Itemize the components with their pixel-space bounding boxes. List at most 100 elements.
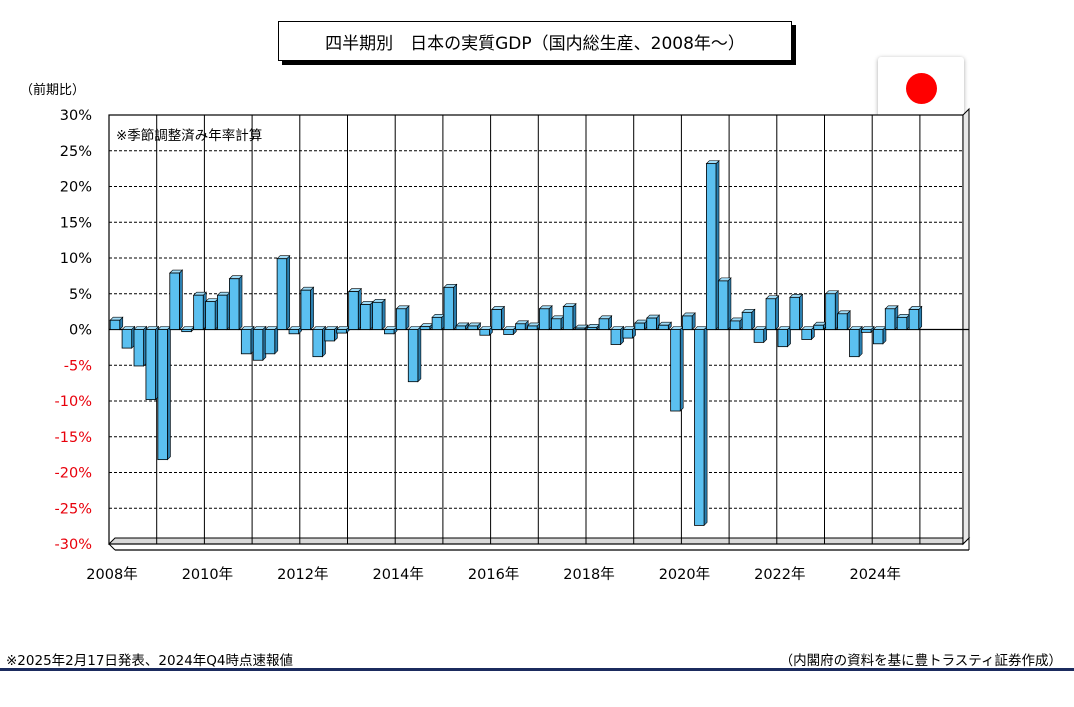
bar-2015Q3 (467, 325, 478, 330)
bar-2022Q3 (801, 329, 812, 340)
bar-side (310, 286, 314, 331)
bar-2022Q2 (789, 296, 800, 330)
bar-2022Q4 (813, 324, 824, 330)
bar-2010Q1 (205, 301, 216, 330)
bar-side (918, 305, 923, 331)
bar-2015Q1 (443, 286, 455, 330)
x-tick-label: 2022年 (754, 566, 805, 583)
y-tick-label: -5% (64, 358, 92, 374)
x-tick-label: 2010年 (182, 566, 233, 583)
bar-2008Q2 (121, 329, 133, 349)
bar-2023Q2 (837, 313, 848, 330)
bar-2018Q4 (622, 329, 633, 339)
y-tick-label: 5% (69, 287, 92, 303)
y-tick-label: -20% (55, 466, 92, 482)
bar-2024Q2 (884, 308, 896, 330)
y-tick-label: 20% (60, 180, 92, 196)
bar-2019Q4 (670, 329, 681, 412)
bar-2015Q2 (455, 325, 466, 330)
bar-2009Q4 (193, 294, 204, 330)
footer-source-note: （内閣府の資料を基に豊トラスティ証券作成） (779, 653, 1062, 669)
bar-2012Q4 (336, 329, 347, 334)
bar-2013Q4 (384, 329, 395, 335)
bar-side (167, 325, 171, 461)
y-tick-label: -15% (55, 430, 92, 446)
bar-2023Q1 (825, 293, 836, 330)
bar-side (775, 295, 779, 331)
bar-2016Q2 (503, 329, 514, 335)
x-tick-label: 2020年 (659, 566, 710, 583)
bar-2017Q1 (539, 308, 550, 330)
bar-2021Q4 (765, 298, 777, 330)
bar-2016Q4 (527, 325, 538, 330)
bar-2015Q4 (479, 329, 490, 336)
footer-divider (0, 668, 1074, 671)
bar-2019Q3 (658, 324, 669, 330)
bar-side (417, 325, 422, 383)
y-tick-label: 15% (60, 215, 92, 231)
bar-2013Q3 (372, 301, 383, 330)
bar-2011Q2 (264, 329, 276, 355)
plot-depth-edge (108, 543, 116, 551)
bar-2017Q2 (550, 318, 562, 330)
bar-side (381, 298, 386, 331)
y-tick-label: 10% (60, 251, 92, 267)
bar-2014Q3 (419, 326, 431, 330)
bar-side (572, 302, 577, 331)
x-tick-label: 2024年 (849, 566, 900, 583)
bar-2009Q1 (157, 329, 168, 461)
plot-floor (107, 537, 971, 545)
bar-2023Q4 (861, 329, 872, 333)
gdp-bar-chart: 30% 25% 20% 15% 10% 5% 0% -5% -10% -15% -20% -25% -3… (55, 107, 971, 583)
bar-2011Q1 (252, 329, 264, 361)
footer-release-note: ※2025年2月17日発表、2024年Q4時点速報値 (6, 653, 294, 669)
bar-2021Q2 (741, 311, 753, 330)
chart-title: 四半期別 日本の実質GDP（国内総生産、2008年～） (278, 21, 792, 61)
bar-side (751, 308, 756, 331)
bar-2023Q3 (849, 329, 860, 358)
bar-2018Q1 (586, 326, 598, 330)
bar-2024Q1 (872, 329, 884, 345)
bar-2012Q3 (324, 329, 335, 342)
japan-flag-icon (878, 57, 964, 121)
y-tick-label: -30% (55, 537, 92, 553)
chart-title-text: 四半期別 日本の実質GDP（国内総生産、2008年～） (325, 33, 745, 54)
bar-side (286, 254, 291, 331)
bar-2013Q1 (348, 291, 359, 330)
bar-2021Q1 (729, 320, 741, 330)
flag-red-disc (906, 73, 937, 104)
x-tick-label: 2014年 (372, 566, 423, 583)
bar-side (799, 293, 803, 331)
bar-2016Q1 (491, 309, 502, 330)
bar-2010Q4 (240, 329, 252, 355)
bar-2018Q3 (610, 329, 622, 345)
bar-2024Q4 (908, 309, 920, 330)
bar-2008Q3 (133, 329, 145, 367)
bar-side (679, 325, 684, 412)
plot-right-wall (962, 107, 970, 546)
bar-2020Q1 (682, 315, 693, 330)
bar-side (703, 325, 708, 527)
bar-side (238, 275, 243, 331)
seasonal-adjust-note: ※季節調整済み年率計算 (116, 128, 263, 144)
bar-2020Q4 (717, 280, 729, 330)
bar-2010Q3 (229, 278, 240, 330)
y-axis-unit-label: （前期比） (20, 83, 86, 98)
x-tick-label: 2012年 (277, 566, 328, 583)
bar-2008Q4 (145, 329, 156, 400)
bar-side (453, 283, 457, 331)
bar-2017Q4 (574, 327, 586, 330)
bar-2017Q3 (562, 306, 574, 330)
bar-2021Q3 (753, 329, 765, 343)
bar-2020Q3 (706, 163, 717, 330)
bar-2014Q2 (407, 329, 419, 383)
bar-2016Q3 (515, 323, 526, 330)
bar-side (179, 269, 183, 331)
bar-2018Q2 (598, 318, 610, 330)
bar-2011Q3 (276, 258, 288, 330)
bar-2013Q2 (360, 304, 371, 330)
bar-2019Q1 (634, 322, 645, 330)
y-tick-label: 0% (69, 323, 92, 339)
x-tick-label: 2016年 (468, 566, 519, 583)
bar-side (274, 325, 279, 355)
